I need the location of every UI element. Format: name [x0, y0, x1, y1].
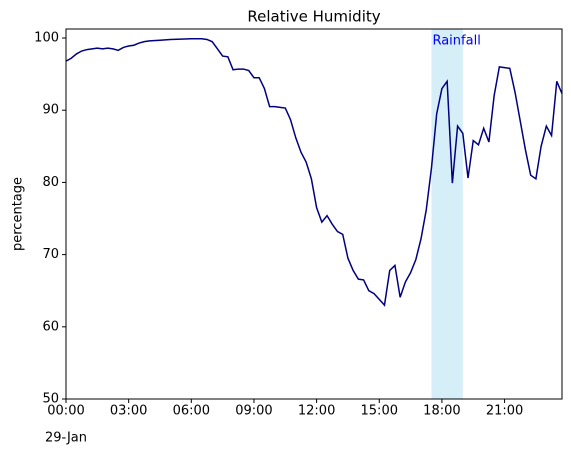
x-tick-label: 06:00 [173, 404, 210, 419]
y-tick-label: 50 [42, 392, 59, 407]
x-tick-label: 00:00 [47, 404, 84, 419]
x-tick-label: 21:00 [486, 404, 523, 419]
x-tick-label: 09:00 [235, 404, 272, 419]
data-line [65, 37, 563, 307]
plot-frame [65, 28, 563, 400]
y-tick-label: 90 [42, 103, 59, 118]
y-tick-label: 70 [42, 247, 59, 262]
y-axis-label: percentage [11, 177, 26, 251]
y-tick-label: 60 [42, 319, 59, 334]
y-tick-label: 100 [34, 31, 59, 46]
x-tick-label: 03:00 [110, 404, 147, 419]
span-label: Rainfall [432, 34, 480, 49]
x-tick-label: 12:00 [298, 404, 335, 419]
chart-title: Relative Humidity [247, 8, 380, 26]
x-tick-label: 15:00 [361, 404, 398, 419]
y-tick-label: 80 [42, 175, 59, 190]
x-tick-label: 18:00 [423, 404, 460, 419]
x-sublabel: 29-Jan [45, 431, 87, 446]
